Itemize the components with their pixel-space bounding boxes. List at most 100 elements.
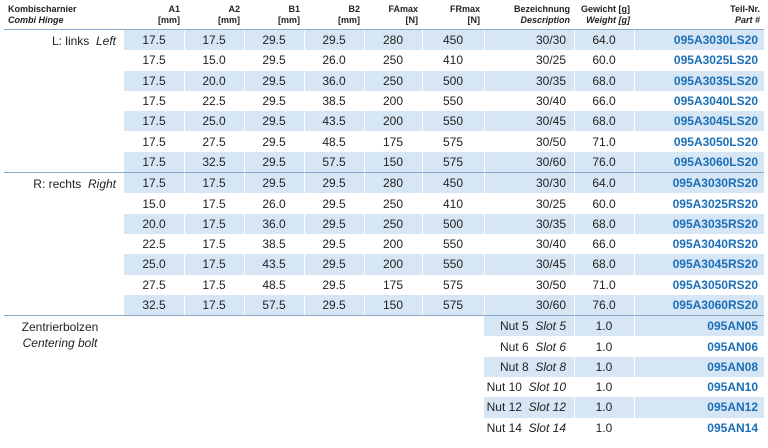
cell-weight: 68.0 bbox=[574, 111, 634, 132]
cell-a1: 17.5 bbox=[142, 94, 166, 109]
cell-part-number: 095A3030LS20 bbox=[634, 29, 764, 51]
cell-description: 30/25 bbox=[535, 53, 566, 68]
cell-b1: 57.5 bbox=[244, 294, 304, 316]
table-row: Nut 10 Slot 10 1.0 095AN10 bbox=[4, 377, 764, 397]
cell-a2: 17.5 bbox=[184, 29, 244, 51]
cell-b1: 29.5 bbox=[244, 29, 304, 51]
cell-weight: 64.0 bbox=[574, 29, 634, 51]
header-weight: Gewicht [g] Weight [g] bbox=[574, 4, 634, 30]
cell-weight: 68.0 bbox=[574, 254, 634, 275]
cell-famax: 280 bbox=[364, 172, 422, 194]
cell-part-number: 095AN06 bbox=[707, 339, 758, 354]
combi-hinge-spec-table: Kombischarnier Combi Hinge A1 [mm] A2 [mm] … bbox=[4, 4, 764, 438]
cell-weight: 76.0 bbox=[574, 151, 634, 173]
cell-part-number: 095A3035RS20 bbox=[634, 213, 764, 234]
cell-part-number: 095AN14 bbox=[707, 420, 758, 435]
cell-description: 30/30 bbox=[484, 29, 574, 51]
cell-weight: 1.0 bbox=[574, 315, 634, 337]
cell-weight: 1.0 bbox=[595, 339, 613, 354]
cell-a2: 17.5 bbox=[202, 237, 226, 252]
cell-a1: 17.5 bbox=[124, 29, 184, 51]
cell-slot-description: Nut 14 Slot 14 bbox=[484, 418, 574, 438]
cell-description: 30/40 bbox=[535, 237, 566, 252]
cell-b1: 36.0 bbox=[244, 213, 304, 234]
cell-b2: 48.5 bbox=[322, 134, 346, 149]
cell-slot-description: Nut 5 Slot 5 bbox=[484, 315, 574, 337]
cell-part-number: 095A3025RS20 bbox=[672, 196, 758, 211]
group-label-en: Centering bolt bbox=[22, 336, 98, 351]
cell-b2: 36.0 bbox=[304, 70, 364, 91]
cell-description: 30/30 bbox=[484, 172, 574, 194]
cell-b1: 29.5 bbox=[244, 172, 304, 194]
slot-de: Nut 6 bbox=[499, 339, 529, 354]
cell-frmax: 450 bbox=[422, 172, 484, 194]
slot-en: Slot 6 bbox=[535, 339, 566, 354]
slot-en: Slot 14 bbox=[528, 420, 566, 435]
cell-a1: 17.5 bbox=[124, 172, 184, 194]
cell-a2: 17.5 bbox=[202, 277, 226, 292]
cell-frmax: 500 bbox=[422, 70, 484, 91]
cell-part-number: 095A3060RS20 bbox=[634, 294, 764, 316]
group-label-de: L: links bbox=[51, 34, 90, 48]
table-row: 17.5 32.5 29.5 57.5 150 575 30/60 76.0 095A3060L… bbox=[4, 151, 764, 173]
cell-a2: 15.0 bbox=[202, 53, 226, 68]
cell-famax: 150 bbox=[364, 151, 422, 173]
cell-part-number: 095A3040LS20 bbox=[673, 94, 758, 109]
cell-weight: 68.0 bbox=[574, 213, 634, 234]
table-row: 15.0 17.5 26.0 29.5 250 410 30/25 60.0 095A3025R… bbox=[4, 193, 764, 213]
cell-a1: 25.0 bbox=[124, 254, 184, 275]
cell-b2: 29.5 bbox=[322, 277, 346, 292]
cell-a1: 17.5 bbox=[124, 151, 184, 173]
cell-weight: 68.0 bbox=[574, 70, 634, 91]
cell-description: 30/25 bbox=[535, 196, 566, 211]
cell-description: 30/50 bbox=[535, 277, 566, 292]
cell-frmax: 575 bbox=[442, 134, 464, 149]
cell-weight: 71.0 bbox=[592, 134, 616, 149]
cell-weight: 64.0 bbox=[574, 172, 634, 194]
header-a2: A2 [mm] bbox=[184, 4, 244, 30]
table-row: 17.5 20.0 29.5 36.0 250 500 30/35 68.0 095A3035L… bbox=[4, 70, 764, 91]
cell-weight: 76.0 bbox=[574, 294, 634, 316]
cell-part-number: 095A3040RS20 bbox=[672, 237, 758, 252]
cell-a2: 17.5 bbox=[184, 294, 244, 316]
cell-frmax: 550 bbox=[422, 254, 484, 275]
cell-famax: 250 bbox=[364, 70, 422, 91]
cell-b1: 43.5 bbox=[244, 254, 304, 275]
cell-frmax: 575 bbox=[442, 277, 464, 292]
cell-b1: 29.5 bbox=[262, 53, 286, 68]
cell-description: 30/50 bbox=[535, 134, 566, 149]
cell-frmax: 500 bbox=[422, 213, 484, 234]
cell-description: 30/45 bbox=[484, 111, 574, 132]
cell-part-number: 095A3050RS20 bbox=[672, 277, 758, 292]
cell-description: 30/60 bbox=[484, 151, 574, 173]
cell-a2: 17.5 bbox=[184, 254, 244, 275]
cell-weight: 1.0 bbox=[574, 356, 634, 378]
cell-frmax: 550 bbox=[422, 111, 484, 132]
header-famax: FAmax [N] bbox=[364, 4, 422, 30]
cell-description: 30/40 bbox=[535, 94, 566, 109]
cell-famax: 175 bbox=[382, 134, 404, 149]
group-label: Zentrierbolzen Centering bolt bbox=[4, 315, 124, 438]
header-frmax: FRmax [N] bbox=[422, 4, 484, 30]
cell-frmax: 575 bbox=[422, 151, 484, 173]
cell-part-number: 095A3025LS20 bbox=[673, 53, 758, 68]
header-description: Bezeichnung Description bbox=[484, 4, 574, 30]
left-hinge-rows: L: links Left 17.5 17.5 29.5 29.5 280 450 30/30… bbox=[4, 28, 764, 173]
cell-a1: 20.0 bbox=[124, 213, 184, 234]
header-b2: B2 [mm] bbox=[304, 4, 364, 30]
cell-a1: 15.0 bbox=[142, 196, 166, 211]
header-a1: A1 [mm] bbox=[124, 4, 184, 30]
cell-part-number: 095AN05 bbox=[634, 315, 764, 337]
cell-description: 30/35 bbox=[484, 70, 574, 91]
table-row: Nut 12 Slot 12 1.0 095AN12 bbox=[4, 397, 764, 418]
table-row: 25.0 17.5 43.5 29.5 200 550 30/45 68.0 095A3045R… bbox=[4, 254, 764, 275]
group-label-en: Right bbox=[87, 177, 116, 192]
cell-frmax: 410 bbox=[442, 196, 464, 211]
cell-slot-description: Nut 6 Slot 6 bbox=[484, 336, 574, 356]
header-part-number: Teil-Nr. Part # bbox=[634, 4, 764, 30]
cell-weight: 71.0 bbox=[592, 277, 616, 292]
cell-b1: 29.5 bbox=[244, 151, 304, 173]
group-label-en: Left bbox=[95, 34, 116, 48]
table-row: Nut 14 Slot 14 1.0 095AN14 bbox=[4, 418, 764, 438]
